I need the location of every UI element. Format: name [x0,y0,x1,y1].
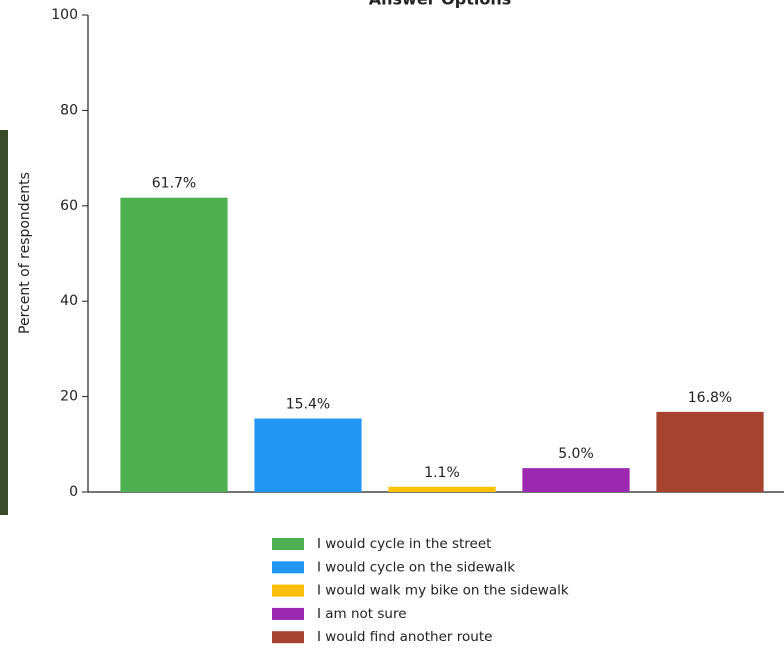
value-label: 16.8% [688,390,732,406]
legend-label: I am not sure [317,606,407,622]
bar [120,197,228,493]
y-tick-label: 60 [60,198,78,214]
y-tick-label: 0 [69,484,78,500]
bar [522,468,630,492]
legend-swatch [272,561,304,574]
legend-label: I would cycle on the sidewalk [317,559,515,575]
y-axis-label: Percent of respondents [17,172,33,334]
y-tick-label: 20 [60,389,78,405]
legend-label: I would cycle in the street [317,536,491,552]
legend-swatch [272,584,304,597]
legend-swatch [272,607,304,620]
legend-label: I would find another route [317,629,492,645]
value-label: 1.1% [424,465,460,481]
chart-title: Answer Options [369,0,511,9]
y-tick-label: 80 [60,102,78,118]
legend-swatch [272,538,304,550]
bar [388,486,496,492]
value-label: 5.0% [558,446,594,462]
value-label: 15.4% [286,397,330,413]
photo-strip [0,130,8,515]
legend-label: I would walk my bike on the sidewalk [317,583,569,599]
legend-swatch [272,631,304,644]
bar [254,418,362,492]
value-label: 61.7% [152,176,196,192]
y-tick-label: 100 [51,7,78,23]
bar [656,411,764,492]
y-tick-label: 40 [60,293,78,309]
